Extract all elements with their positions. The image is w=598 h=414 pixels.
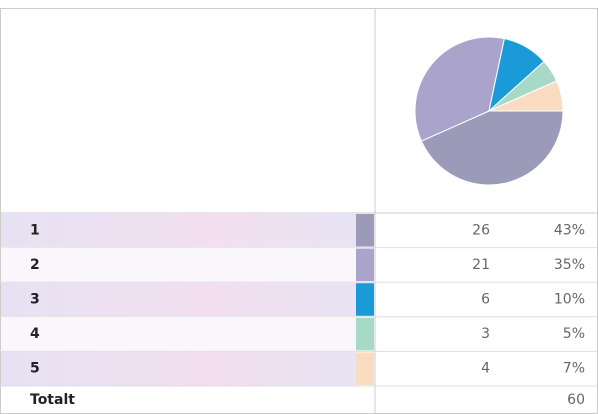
count: 21 [472, 257, 490, 273]
color-swatch [356, 352, 374, 385]
row-background [1, 316, 356, 352]
color-swatch [356, 283, 374, 316]
color-swatch [356, 214, 374, 247]
percent: 7% [563, 361, 585, 377]
rows: 1 26 43%2 21 35%3 6 10%4 3 5%5 4 7%Totalt 60 [0, 213, 598, 408]
category-label: 3 [30, 292, 40, 308]
color-swatch [356, 317, 374, 351]
pie-slice [414, 36, 505, 142]
count: 3 [481, 326, 490, 342]
pie [414, 36, 564, 186]
row-background [1, 351, 356, 386]
percent: 10% [554, 292, 585, 308]
count: 6 [481, 292, 490, 308]
count: 4 [481, 361, 490, 377]
pie-slice [420, 110, 564, 186]
total-value: 60 [567, 392, 585, 408]
percent: 5% [563, 326, 585, 342]
percent: 35% [554, 257, 585, 273]
category-label: 2 [30, 257, 40, 273]
percent: 43% [554, 222, 585, 238]
row-background [1, 247, 356, 283]
category-label: 5 [30, 361, 40, 377]
category-label: 1 [30, 222, 40, 238]
count: 26 [472, 222, 490, 238]
row-background [1, 213, 356, 248]
total-label: Totalt [30, 392, 75, 408]
row-background [1, 282, 356, 317]
color-swatch [356, 248, 374, 282]
pie-slice [488, 80, 564, 112]
category-label: 4 [30, 326, 40, 342]
